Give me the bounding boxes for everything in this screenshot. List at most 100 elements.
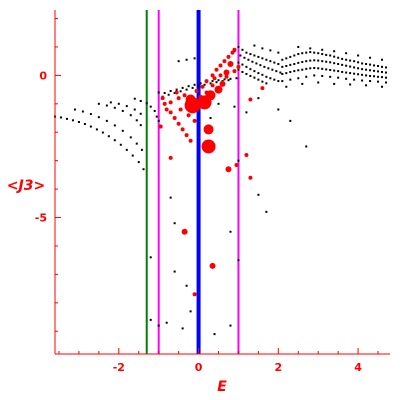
black-point (245, 51, 248, 54)
black-point (215, 81, 218, 84)
black-point (293, 70, 296, 73)
black-point (377, 75, 380, 78)
black-point (89, 125, 92, 128)
black-point (83, 123, 86, 126)
black-point (265, 58, 268, 61)
black-point (187, 85, 190, 88)
black-point (105, 119, 108, 122)
black-point (157, 91, 160, 94)
black-point (129, 114, 132, 117)
black-point (337, 76, 340, 79)
black-point (247, 58, 250, 61)
red-point (236, 64, 241, 69)
black-point (369, 69, 372, 72)
black-point (317, 52, 320, 55)
black-point (305, 75, 308, 78)
black-point (289, 70, 292, 73)
black-point (285, 57, 288, 60)
black-point (301, 68, 304, 71)
black-point (385, 76, 388, 79)
black-point (229, 324, 232, 327)
black-point (277, 51, 280, 54)
black-point (135, 142, 138, 145)
black-point (265, 75, 268, 78)
black-point (309, 67, 312, 70)
black-point (249, 74, 252, 77)
black-point (377, 65, 380, 68)
black-point (369, 63, 372, 66)
black-point (349, 72, 352, 75)
black-point (95, 128, 98, 131)
x-axis-title: E (217, 379, 227, 395)
red-point (232, 47, 237, 52)
red-points-series (158, 47, 265, 297)
black-point (175, 88, 178, 91)
black-point (285, 85, 288, 88)
red-point (192, 118, 197, 123)
black-point (153, 109, 156, 112)
black-point (357, 73, 360, 76)
black-point (329, 61, 332, 64)
black-point (289, 55, 292, 58)
black-point (129, 136, 132, 139)
red-point (222, 59, 227, 64)
black-point (193, 83, 196, 86)
red-point (172, 116, 177, 121)
black-point (333, 62, 336, 65)
black-point (89, 113, 92, 116)
red-point (227, 61, 234, 68)
black-point (241, 63, 244, 66)
red-point (181, 228, 188, 235)
black-point (137, 161, 140, 164)
black-point (325, 53, 328, 56)
red-point (223, 69, 230, 76)
black-point (313, 74, 316, 77)
black-point (297, 69, 300, 72)
red-point (200, 84, 205, 89)
red-point (160, 96, 165, 101)
black-point (97, 116, 100, 119)
black-point (253, 70, 256, 73)
black-point (361, 68, 364, 71)
black-point (285, 72, 288, 75)
black-point (281, 65, 284, 68)
black-point (101, 131, 104, 134)
black-point (165, 321, 168, 324)
red-point (214, 67, 219, 72)
black-point (257, 72, 260, 75)
black-point (309, 59, 312, 62)
black-point (285, 65, 288, 68)
black-point (251, 60, 254, 63)
red-point (162, 101, 167, 106)
red-point (214, 85, 223, 94)
black-point (345, 58, 348, 61)
black-point (317, 81, 320, 84)
black-point (373, 75, 376, 78)
black-point (345, 52, 348, 55)
red-point (180, 127, 185, 132)
black-point (245, 65, 248, 68)
black-point (365, 68, 368, 71)
red-point (194, 89, 199, 94)
black-point (145, 102, 148, 105)
black-point (357, 67, 360, 70)
black-point (337, 63, 340, 66)
black-point (325, 60, 328, 63)
black-point (113, 139, 116, 142)
black-point (261, 57, 264, 60)
black-point (281, 58, 284, 61)
red-point (248, 97, 253, 102)
black-point (333, 82, 336, 85)
black-point (381, 70, 384, 73)
red-point (192, 292, 197, 297)
black-point (345, 77, 348, 80)
y-tick-label: 0 (39, 69, 47, 82)
black-point (257, 193, 260, 196)
black-point (73, 108, 76, 111)
red-point (224, 74, 229, 79)
black-point (189, 310, 192, 313)
black-point (163, 92, 166, 95)
black-point (317, 59, 320, 62)
red-point (219, 80, 226, 87)
